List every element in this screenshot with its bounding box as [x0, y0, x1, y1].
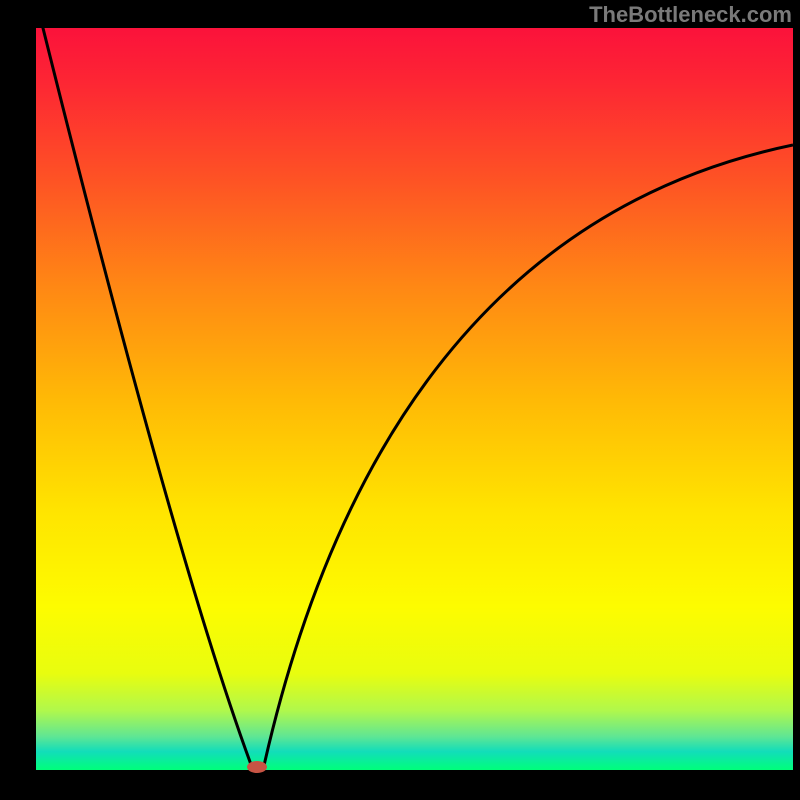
watermark-text: TheBottleneck.com: [589, 2, 792, 28]
value-marker: [247, 761, 267, 773]
bottleneck-chart: [0, 0, 800, 800]
chart-frame: TheBottleneck.com: [0, 0, 800, 800]
